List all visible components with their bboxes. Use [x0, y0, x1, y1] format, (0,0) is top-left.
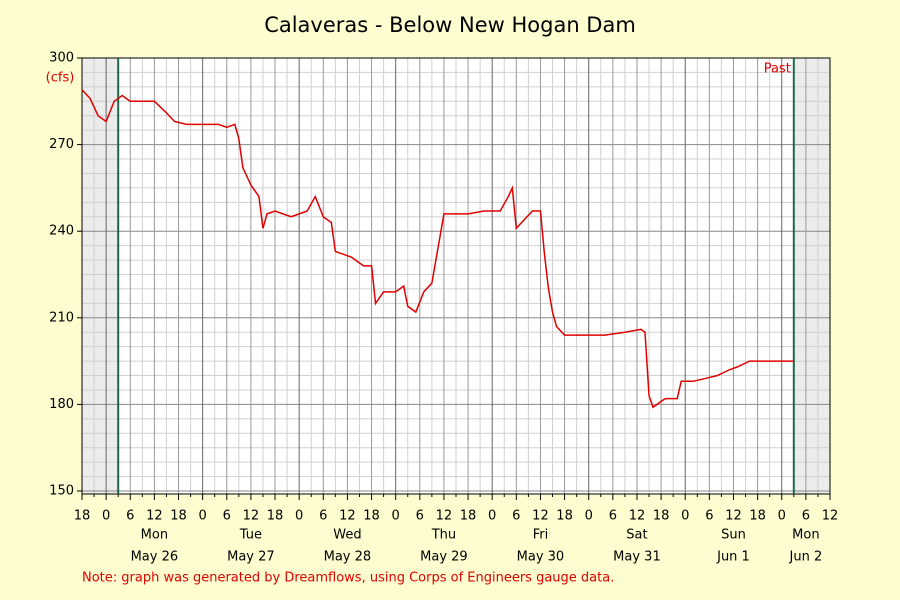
day-label: Tue — [239, 528, 262, 543]
x-tick-label: 0 — [585, 509, 593, 524]
day-label: Wed — [333, 528, 361, 543]
y-tick-label: 240 — [49, 224, 74, 239]
y-unit: (cfs) — [46, 71, 75, 86]
y-tick-label: 150 — [49, 484, 74, 499]
chart-title: Calaveras - Below New Hogan Dam — [264, 13, 636, 37]
x-tick-label: 18 — [74, 509, 91, 524]
x-tick-label: 6 — [802, 509, 810, 524]
date-label: Jun 2 — [789, 550, 823, 565]
x-tick-label: 6 — [126, 509, 134, 524]
x-tick-label: 12 — [339, 509, 356, 524]
date-label: May 27 — [227, 550, 275, 565]
x-tick-label: 0 — [199, 509, 207, 524]
x-tick-label: 12 — [146, 509, 163, 524]
plot-frame — [81, 57, 831, 495]
x-tick-label: 18 — [267, 509, 284, 524]
x-tick-label: 18 — [460, 509, 477, 524]
x-tick-label: 6 — [223, 509, 231, 524]
y-tick-label: 300 — [49, 51, 74, 66]
day-label: Mon — [141, 528, 168, 543]
x-tick-label: 18 — [749, 509, 766, 524]
day-label: Thu — [431, 528, 456, 543]
y-tick-label: 270 — [49, 137, 74, 152]
day-label: Sun — [721, 528, 746, 543]
x-tick-label: 0 — [102, 509, 110, 524]
y-tick-label: 180 — [49, 397, 74, 412]
date-label: May 28 — [324, 550, 372, 565]
y-tick-label: 210 — [49, 310, 74, 325]
x-tick-label: 0 — [681, 509, 689, 524]
x-tick-label: 12 — [436, 509, 453, 524]
x-tick-label: 12 — [243, 509, 260, 524]
x-tick-label: 0 — [488, 509, 496, 524]
x-tick-label: 18 — [170, 509, 187, 524]
x-tick-label: 6 — [416, 509, 424, 524]
x-tick-label: 0 — [295, 509, 303, 524]
x-tick-label: 6 — [319, 509, 327, 524]
x-tick-label: 18 — [556, 509, 573, 524]
flow-line — [81, 89, 794, 409]
x-tick-label: 0 — [778, 509, 786, 524]
shade-after — [793, 58, 830, 494]
period-end-label: Past — [764, 62, 791, 77]
date-label: Jun 1 — [716, 550, 750, 565]
day-label: Fri — [533, 528, 549, 543]
date-label: May 30 — [517, 550, 565, 565]
x-tick-label: 6 — [512, 509, 520, 524]
shade-before — [82, 58, 119, 494]
x-tick-label: 6 — [609, 509, 617, 524]
note: Note: graph was generated by Dreamflows,… — [82, 571, 614, 586]
date-label: May 26 — [131, 550, 179, 565]
x-tick-label: 12 — [532, 509, 549, 524]
day-label: Mon — [792, 528, 819, 543]
x-tick-label: 6 — [705, 509, 713, 524]
x-tick-label: 12 — [725, 509, 742, 524]
x-tick-label: 12 — [629, 509, 646, 524]
x-tick-label: 0 — [392, 509, 400, 524]
x-tick-label: 12 — [822, 509, 839, 524]
date-label: May 29 — [420, 550, 468, 565]
x-tick-label: 18 — [653, 509, 670, 524]
x-tick-label: 18 — [363, 509, 380, 524]
date-label: May 31 — [613, 550, 661, 565]
day-label: Sat — [626, 528, 647, 543]
